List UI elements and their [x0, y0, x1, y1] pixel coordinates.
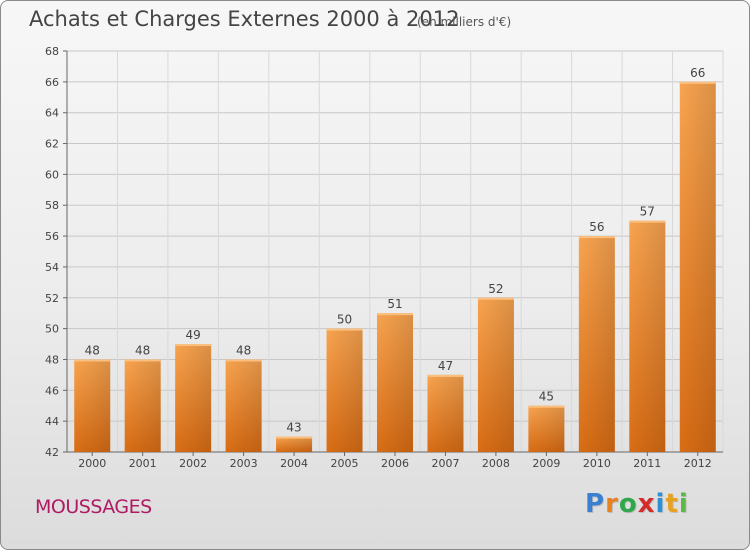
chart-subtitle: (en milliers d'€) — [417, 15, 512, 29]
y-tick-label: 44 — [45, 415, 59, 428]
bar-shade — [629, 220, 666, 452]
logo-letter: t — [665, 489, 679, 519]
bar-top-highlight — [225, 359, 262, 362]
bar-top-highlight — [528, 405, 565, 408]
data-label: 48 — [85, 343, 100, 357]
bar-top-highlight — [124, 359, 161, 362]
logo-letter: o — [618, 489, 638, 519]
bar-shade — [326, 328, 363, 452]
bar-top-highlight — [175, 344, 212, 347]
y-tick-label: 58 — [45, 199, 59, 212]
y-tick-label: 68 — [45, 45, 59, 58]
y-tick-label: 54 — [45, 261, 59, 274]
bar-top-highlight — [427, 374, 464, 377]
bar-shade — [74, 359, 111, 452]
data-label: 66 — [690, 66, 705, 80]
data-label: 48 — [135, 343, 150, 357]
bar-shade — [578, 236, 615, 452]
data-label: 51 — [387, 297, 402, 311]
bar-top-highlight — [629, 220, 666, 223]
data-label: 47 — [438, 359, 453, 373]
logo-letter: r — [605, 489, 619, 519]
x-tick-label: 2000 — [78, 457, 106, 470]
x-tick-label: 2004 — [280, 457, 308, 470]
bar-shade — [679, 81, 716, 452]
data-label: 57 — [640, 205, 655, 219]
y-tick-label: 50 — [45, 323, 59, 336]
logo-letter: x — [637, 489, 656, 519]
place-name: MOUSSAGES — [35, 496, 152, 518]
bar-shade — [477, 297, 514, 452]
bar-shade — [276, 436, 313, 452]
x-tick-label: 2001 — [129, 457, 157, 470]
x-tick-label: 2010 — [583, 457, 611, 470]
x-tick-label: 2008 — [482, 457, 510, 470]
logo-letter: i — [678, 489, 689, 519]
bar-shade — [124, 359, 161, 452]
logo-letter: i — [655, 489, 666, 519]
bar-layer — [74, 81, 716, 452]
proxiti-logo[interactable]: Proxiti — [585, 489, 689, 519]
x-tick-label: 2003 — [230, 457, 258, 470]
y-tick-label: 46 — [45, 384, 59, 397]
data-label: 45 — [539, 390, 554, 404]
bar-shade — [427, 374, 464, 452]
chart-title: Achats et Charges Externes 2000 à 2012 — [29, 7, 460, 31]
x-tick-label: 2002 — [179, 457, 207, 470]
y-tick-label: 56 — [45, 230, 59, 243]
bar-shade — [528, 405, 565, 452]
x-tick-label: 2009 — [532, 457, 560, 470]
y-tick-label: 66 — [45, 76, 59, 89]
y-tick-label: 64 — [45, 107, 59, 120]
data-label: 56 — [589, 220, 604, 234]
bar-shade — [377, 313, 413, 452]
data-label: 49 — [186, 328, 201, 342]
y-tick-label: 62 — [45, 138, 59, 151]
bar-top-highlight — [578, 236, 615, 239]
bar-shade — [225, 359, 262, 452]
data-label: 50 — [337, 313, 352, 327]
bar-top-highlight — [276, 436, 313, 439]
y-tick-label: 48 — [45, 353, 59, 366]
x-tick-label: 2005 — [331, 457, 359, 470]
bar-top-highlight — [326, 328, 363, 331]
bar-top-highlight — [477, 297, 514, 300]
bar-top-highlight — [74, 359, 111, 362]
x-tick-label: 2007 — [431, 457, 459, 470]
data-label: 52 — [488, 282, 503, 296]
y-tick-label: 42 — [45, 446, 59, 459]
logo-letter: P — [585, 489, 606, 519]
x-tick-label: 2011 — [633, 457, 661, 470]
data-label: 43 — [286, 421, 301, 435]
bar-shade — [175, 344, 212, 452]
y-tick-label: 52 — [45, 292, 59, 305]
bar-top-highlight — [377, 313, 413, 316]
x-tick-label: 2012 — [684, 457, 712, 470]
bar-top-highlight — [679, 81, 716, 84]
data-label: 48 — [236, 343, 251, 357]
label-layer: 48 2000 48 2001 49 2002 48 2003 43 2004 50 2005 51 20… — [78, 66, 712, 470]
x-tick-label: 2006 — [381, 457, 409, 470]
y-tick-label: 60 — [45, 168, 59, 181]
